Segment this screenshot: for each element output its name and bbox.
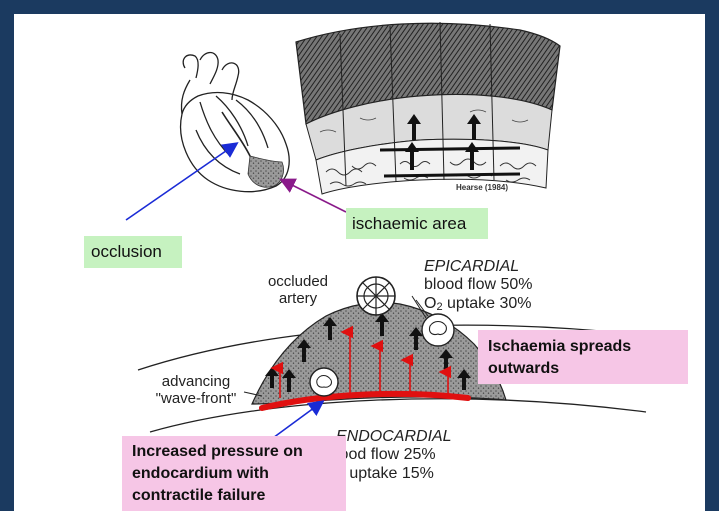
occluded-artery-line2: artery <box>278 289 318 307</box>
wavefront-diagram <box>137 276 653 433</box>
epicardial-o2-uptake: O2 uptake 30% <box>424 294 532 313</box>
increased-pressure-line3: contractile failure <box>132 487 266 504</box>
epicardial-label: EPICARDIAL blood flow 50% O2 uptake 30% <box>424 258 584 313</box>
ischaemia-spreads-line2: outwards <box>488 360 560 377</box>
ischaemia-spreads-callout: Ischaemia spreads outwards <box>478 330 688 384</box>
ischaemic-area-arrow <box>279 178 347 213</box>
advancing-line1: advancing <box>161 373 231 390</box>
increased-pressure-line1: Increased pressure on <box>132 443 303 460</box>
endocardial-title: ENDOCARDIAL <box>336 428 452 445</box>
myocardium-cutaway <box>295 21 561 195</box>
epicardial-title: EPICARDIAL <box>424 258 520 275</box>
hearse-citation: Hearse (1984) <box>455 183 509 192</box>
increased-pressure-callout: Increased pressure on endocardium with c… <box>122 436 346 511</box>
ischaemic-region <box>247 155 284 188</box>
advancing-line2: "wave-front" <box>155 389 237 407</box>
increased-pressure-line2: endocardium with <box>132 465 269 482</box>
endocardium-red-line <box>259 390 471 411</box>
endocardial-vessel <box>309 367 339 397</box>
endocardial-blood-flow: lood flow 25% <box>336 446 436 464</box>
ischaemia-spreads-line1: Ischaemia spreads <box>488 338 632 355</box>
occlusion-label: occlusion <box>84 236 182 268</box>
epicardial-pointer <box>411 295 427 319</box>
occluded-artery-label: occluded artery <box>258 273 338 307</box>
epicardial-vessel <box>421 313 455 347</box>
occluded-artery-symbol <box>356 276 396 316</box>
endocardial-o2-uptake: 2 uptake 15% <box>336 464 434 482</box>
occlusion-arrow <box>125 142 239 221</box>
ischaemic-area-label: ischaemic area <box>346 208 488 239</box>
wavefront-pointer <box>243 391 263 397</box>
epicardial-blood-flow: blood flow 50% <box>424 276 533 294</box>
advancing-wavefront-label: advancing "wave-front" <box>146 373 246 407</box>
occluded-artery-line1: occluded <box>267 273 329 290</box>
endocardial-label: ENDOCARDIAL lood flow 25% 2 uptake 15% <box>336 428 496 483</box>
